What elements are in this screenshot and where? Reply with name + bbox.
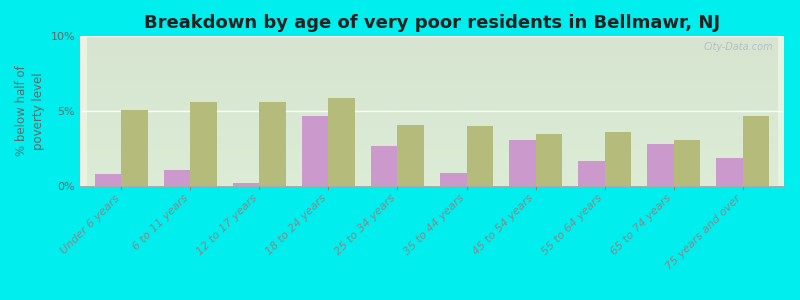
Bar bbox=[259, 102, 286, 186]
Text: City-Data.com: City-Data.com bbox=[704, 42, 774, 52]
Bar bbox=[371, 146, 398, 186]
Bar bbox=[440, 172, 466, 186]
Bar bbox=[302, 116, 329, 186]
Bar bbox=[578, 160, 605, 186]
Bar bbox=[95, 174, 122, 186]
Bar bbox=[510, 140, 535, 186]
Bar bbox=[234, 183, 259, 186]
Bar bbox=[605, 132, 630, 186]
Bar bbox=[674, 140, 700, 186]
Bar bbox=[190, 102, 217, 186]
Title: Breakdown by age of very poor residents in Bellmawr, NJ: Breakdown by age of very poor residents … bbox=[144, 14, 720, 32]
Bar bbox=[466, 126, 493, 186]
Bar bbox=[647, 144, 674, 186]
Bar bbox=[398, 124, 424, 186]
Bar bbox=[535, 134, 562, 186]
Bar bbox=[329, 98, 354, 186]
Bar bbox=[122, 110, 148, 186]
Bar bbox=[164, 169, 190, 186]
Bar bbox=[742, 116, 769, 186]
Y-axis label: % below half of
poverty level: % below half of poverty level bbox=[15, 66, 45, 156]
Bar bbox=[716, 158, 742, 186]
